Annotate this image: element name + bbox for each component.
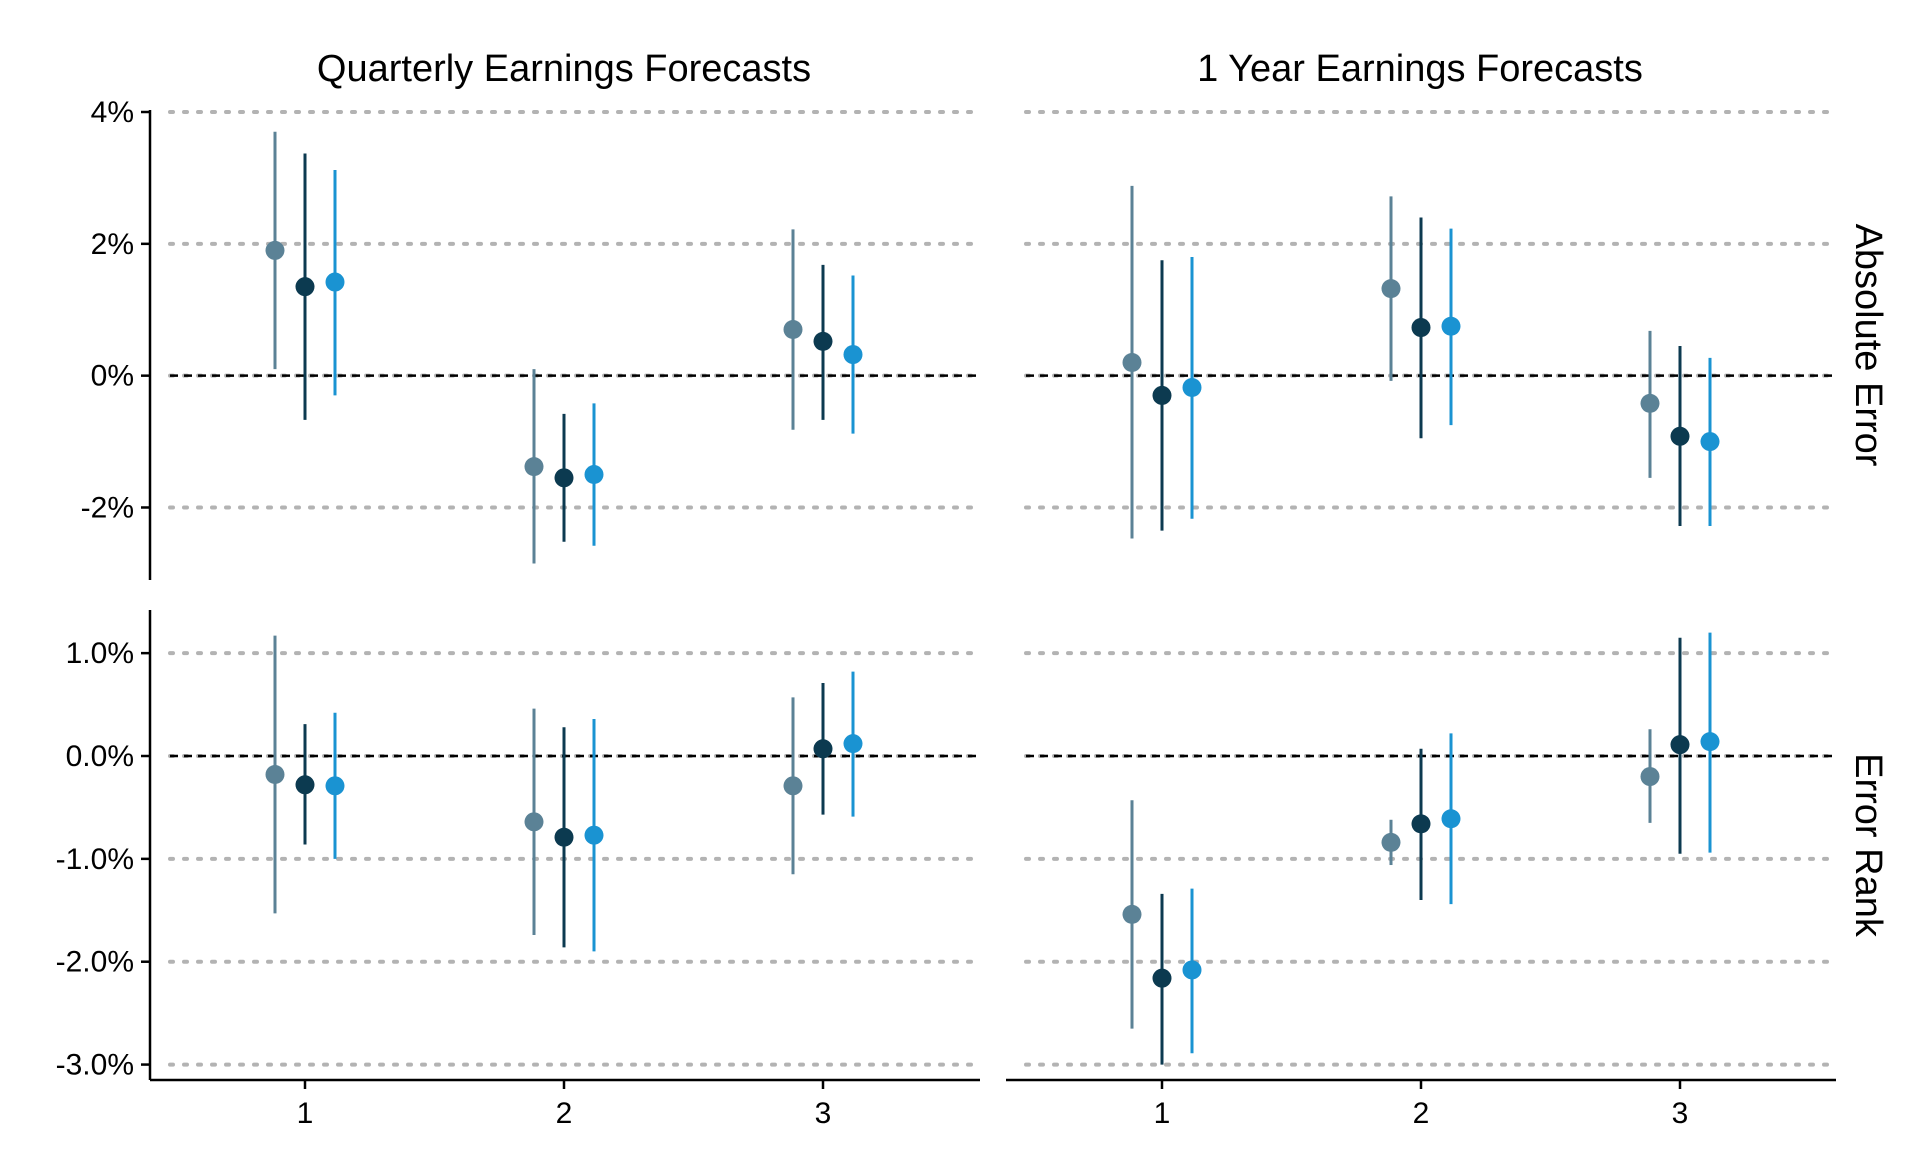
estimate-point xyxy=(524,457,544,477)
estimate-point xyxy=(1122,352,1142,372)
panel-2: 1.0% 0.0% -1.0% -2.0% -3.0% 1 2 3 xyxy=(56,610,982,1130)
y-tick-label: 1.0% xyxy=(66,637,134,670)
column-title-one-year: 1 Year Earnings Forecasts xyxy=(1197,48,1643,90)
estimate-point xyxy=(783,320,803,340)
estimate-point xyxy=(584,465,604,485)
y-tick-label: 4% xyxy=(91,96,134,129)
estimate-point xyxy=(1670,735,1690,755)
estimate-point xyxy=(843,345,863,365)
estimate-point xyxy=(1700,432,1720,452)
estimate-point xyxy=(1411,814,1431,834)
x-tick-label: 2 xyxy=(556,1097,573,1130)
column-title-quarterly: Quarterly Earnings Forecasts xyxy=(317,48,811,90)
estimate-point xyxy=(584,825,604,845)
estimate-point xyxy=(524,812,544,832)
x-tick-label: 1 xyxy=(1154,1097,1171,1130)
x-tick-label: 3 xyxy=(815,1097,832,1130)
estimate-point xyxy=(1640,767,1660,787)
estimate-point xyxy=(1441,316,1461,336)
estimate-point xyxy=(1441,809,1461,829)
panel-3: 1 2 3 xyxy=(1006,632,1838,1130)
y-tick-label: 2% xyxy=(91,228,134,261)
estimate-point xyxy=(295,775,315,795)
y-tick-label: -2% xyxy=(81,491,134,524)
estimate-point xyxy=(265,765,285,785)
estimate-point xyxy=(1122,904,1142,924)
estimate-point xyxy=(295,277,315,297)
y-tick-label: -3.0% xyxy=(56,1049,134,1082)
estimate-point xyxy=(1640,393,1660,413)
row-title-absolute-error: Absolute Error xyxy=(1847,224,1889,467)
estimate-point xyxy=(1700,732,1720,752)
estimate-point xyxy=(1182,378,1202,398)
estimate-point xyxy=(813,331,833,351)
estimate-point xyxy=(325,776,345,796)
row-title-error-rank: Error Rank xyxy=(1847,753,1889,938)
chart-panels: 4% 2% 0% -2% 1.0% 0.0% -1.0% -2.0% -3.0% 1 2 3 1 2 3 xyxy=(56,96,1838,1130)
estimate-point xyxy=(325,272,345,292)
y-tick-label: 0.0% xyxy=(66,740,134,773)
estimate-point xyxy=(843,734,863,754)
estimate-point xyxy=(1182,960,1202,980)
panel-1 xyxy=(1024,110,1838,539)
estimate-point xyxy=(1670,426,1690,446)
estimate-point xyxy=(813,739,833,759)
y-tick-label: 0% xyxy=(91,360,134,393)
estimate-point xyxy=(1411,318,1431,338)
estimate-point xyxy=(1381,832,1401,852)
panel-0: 4% 2% 0% -2% xyxy=(81,96,982,580)
estimate-point xyxy=(554,468,574,488)
estimate-point xyxy=(265,240,285,260)
estimate-point xyxy=(1152,385,1172,405)
estimate-point xyxy=(783,776,803,796)
y-tick-label: -1.0% xyxy=(56,843,134,876)
x-tick-label: 3 xyxy=(1672,1097,1689,1130)
estimate-point xyxy=(1152,968,1172,988)
x-tick-label: 2 xyxy=(1413,1097,1430,1130)
estimate-point xyxy=(554,827,574,847)
y-tick-label: -2.0% xyxy=(56,946,134,979)
estimate-point xyxy=(1381,279,1401,299)
x-tick-label: 1 xyxy=(297,1097,314,1130)
